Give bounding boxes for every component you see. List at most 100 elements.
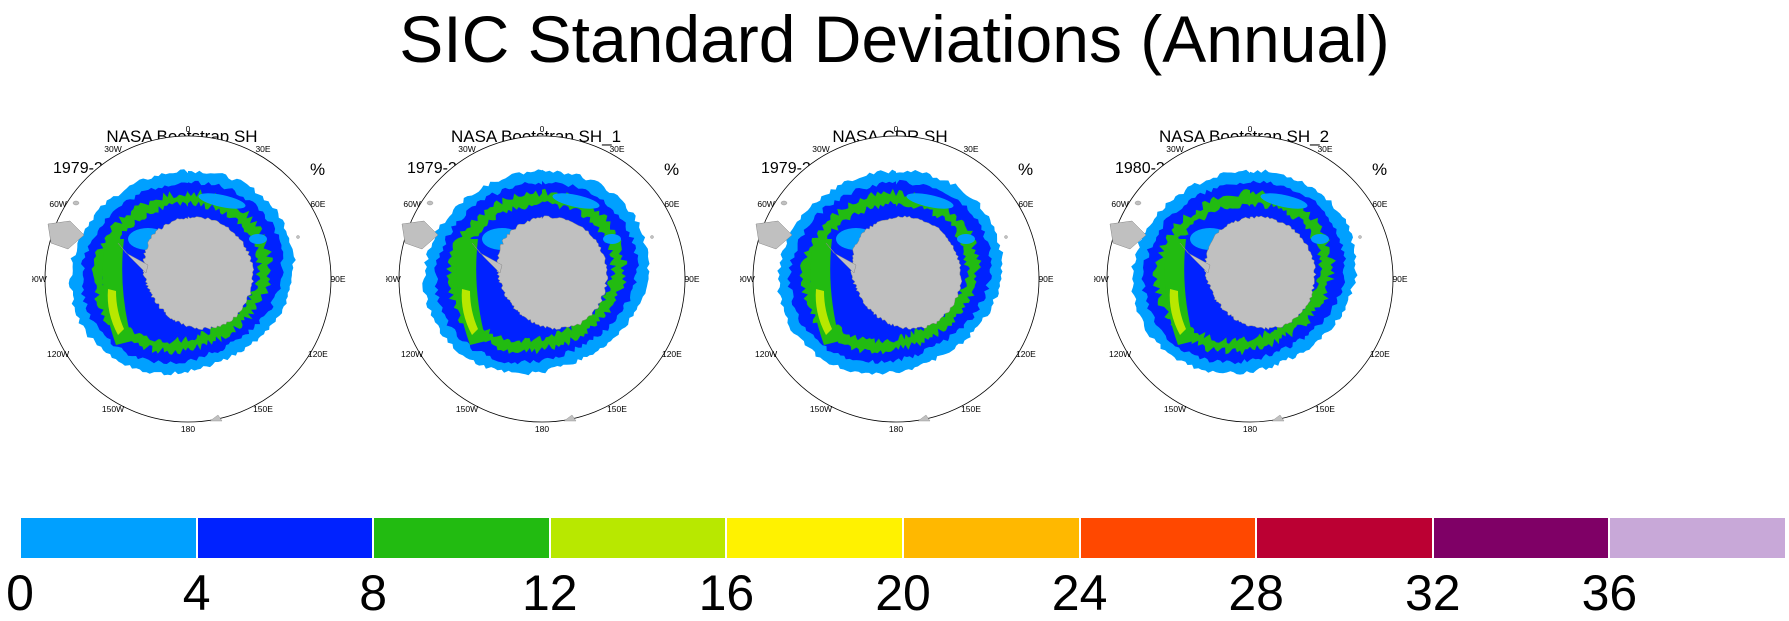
longitude-label: 90E <box>1038 274 1053 284</box>
sic-patch-east <box>603 234 621 244</box>
longitude-label: 60W <box>757 199 774 209</box>
longitude-label: 30E <box>609 144 624 154</box>
longitude-label: 90W <box>386 274 401 284</box>
new-zealand-tip <box>563 414 577 422</box>
south-america-tip <box>755 220 793 250</box>
kerguelen-island <box>1358 235 1362 239</box>
longitude-label: 60E <box>1018 199 1033 209</box>
colorbar-tick-label: 16 <box>698 565 755 621</box>
colorbar-tick-label: 12 <box>521 565 578 621</box>
sic-band-8-12-west <box>810 239 840 345</box>
figure-title: SIC Standard Deviations (Annual) <box>399 2 1390 76</box>
longitude-label: 150E <box>253 404 273 414</box>
longitude-label: 0 <box>894 124 899 134</box>
longitude-label: 30E <box>255 144 270 154</box>
falkland-islands <box>780 200 788 206</box>
falkland-islands <box>72 200 80 206</box>
longitude-label: 60W <box>49 199 66 209</box>
colorbar-tick-label: 32 <box>1404 565 1461 621</box>
longitude-label: 150W <box>456 404 478 414</box>
sic-patch-north <box>906 193 954 209</box>
south-america-tip <box>401 220 439 250</box>
longitude-label: 60E <box>310 199 325 209</box>
south-america-tip <box>47 220 85 250</box>
antarctic-peninsula <box>117 242 149 274</box>
longitude-label: 120W <box>755 349 777 359</box>
antarctica-landmass <box>142 216 255 330</box>
longitude-label: 30W <box>458 144 475 154</box>
colorbar <box>20 517 1786 559</box>
polar-stereographic-map: 0 30E 60E 90E 120E 150E 180 150W 120W 90W 60W 30W <box>386 124 700 434</box>
longitude-label: 150W <box>1164 404 1186 414</box>
colorbar-box <box>1609 517 1786 559</box>
longitude-label: 60E <box>664 199 679 209</box>
sic-patch-north <box>198 193 246 209</box>
map-panel-bootstrap-sh-1: NASA Bootstrap SH_1 1979-2016 % 030E60E9… <box>386 115 706 485</box>
longitude-label: 90W <box>32 274 47 284</box>
sic-band-12-16-west <box>815 289 832 335</box>
kerguelen-island <box>296 235 300 239</box>
longitude-label: 0 <box>186 124 191 134</box>
longitude-label: 120E <box>1370 349 1390 359</box>
longitude-label: 150W <box>810 404 832 414</box>
colorbar-box <box>726 517 903 559</box>
longitude-label: 90W <box>740 274 755 284</box>
longitude-label: 150E <box>1315 404 1335 414</box>
sic-patch-north <box>552 193 600 209</box>
panel-units: % <box>1018 160 1034 179</box>
colorbar-box <box>1079 517 1257 559</box>
sic-band-8-12-west <box>1164 239 1194 345</box>
antarctic-peninsula <box>825 242 857 274</box>
longitude-label: 60E <box>1372 199 1387 209</box>
sic-band-12-16-west <box>107 289 124 335</box>
map-panel-bootstrap-sh-2: NASA Bootstrap SH_2 1980-2016 % 030E60E9… <box>1094 115 1414 485</box>
colorbar-tick-label: 20 <box>875 565 931 621</box>
longitude-label: 30W <box>104 144 121 154</box>
colorbar-box <box>373 517 550 559</box>
longitude-label: 180 <box>535 424 549 434</box>
longitude-label: 0 <box>540 124 545 134</box>
sic-patch-east <box>957 234 975 244</box>
longitude-label: 120E <box>308 349 328 359</box>
longitude-label: 60W <box>403 199 420 209</box>
map-panel-cdr-sh: NASA CDR SH 1979-2016 % 030E60E90E120E15… <box>740 115 1060 485</box>
longitude-label: 30W <box>1166 144 1183 154</box>
antarctica-landmass <box>849 215 963 330</box>
longitude-label: 180 <box>889 424 903 434</box>
panel-units: % <box>1372 160 1388 179</box>
colorbar-tick-label: 36 <box>1581 565 1638 621</box>
colorbar-tick-label: 24 <box>1051 565 1108 621</box>
longitude-label: 120E <box>662 349 682 359</box>
sic-band-12-16-west <box>1169 289 1186 335</box>
longitude-label: 120W <box>47 349 69 359</box>
longitude-label: 30W <box>812 144 829 154</box>
colorbar-tick-label: 28 <box>1228 565 1284 621</box>
longitude-label: 150E <box>607 404 627 414</box>
longitude-label: 150W <box>102 404 124 414</box>
longitude-label: 30E <box>1317 144 1332 154</box>
longitude-label: 150E <box>961 404 981 414</box>
sic-patch-east <box>1311 234 1329 244</box>
colorbar-tick-label: 0 <box>6 565 34 621</box>
antarctic-peninsula <box>471 242 503 274</box>
colorbar-box <box>1432 517 1610 559</box>
longitude-label: 90E <box>330 274 345 284</box>
longitude-label: 90W <box>1094 274 1109 284</box>
antarctica-landmass <box>1204 215 1317 330</box>
falkland-islands <box>426 200 434 206</box>
new-zealand-tip <box>1271 414 1285 422</box>
panel-units: % <box>664 160 680 179</box>
colorbar-tick-label: 4 <box>182 565 211 621</box>
longitude-label: 180 <box>181 424 195 434</box>
colorbar-box <box>549 517 727 559</box>
sic-band-8-12-west <box>102 239 132 345</box>
polar-stereographic-map: 0 30E 60E 90E 120E 150E 180 150W 120W 90W 60W 30W <box>32 124 346 434</box>
colorbar-box <box>20 517 197 559</box>
longitude-label: 180 <box>1243 424 1257 434</box>
antarctica-landmass <box>496 215 609 330</box>
longitude-label: 30E <box>963 144 978 154</box>
south-america-tip <box>1109 220 1147 250</box>
kerguelen-island <box>650 235 654 239</box>
kerguelen-island <box>1004 235 1008 239</box>
longitude-label: 0 <box>1248 124 1253 134</box>
